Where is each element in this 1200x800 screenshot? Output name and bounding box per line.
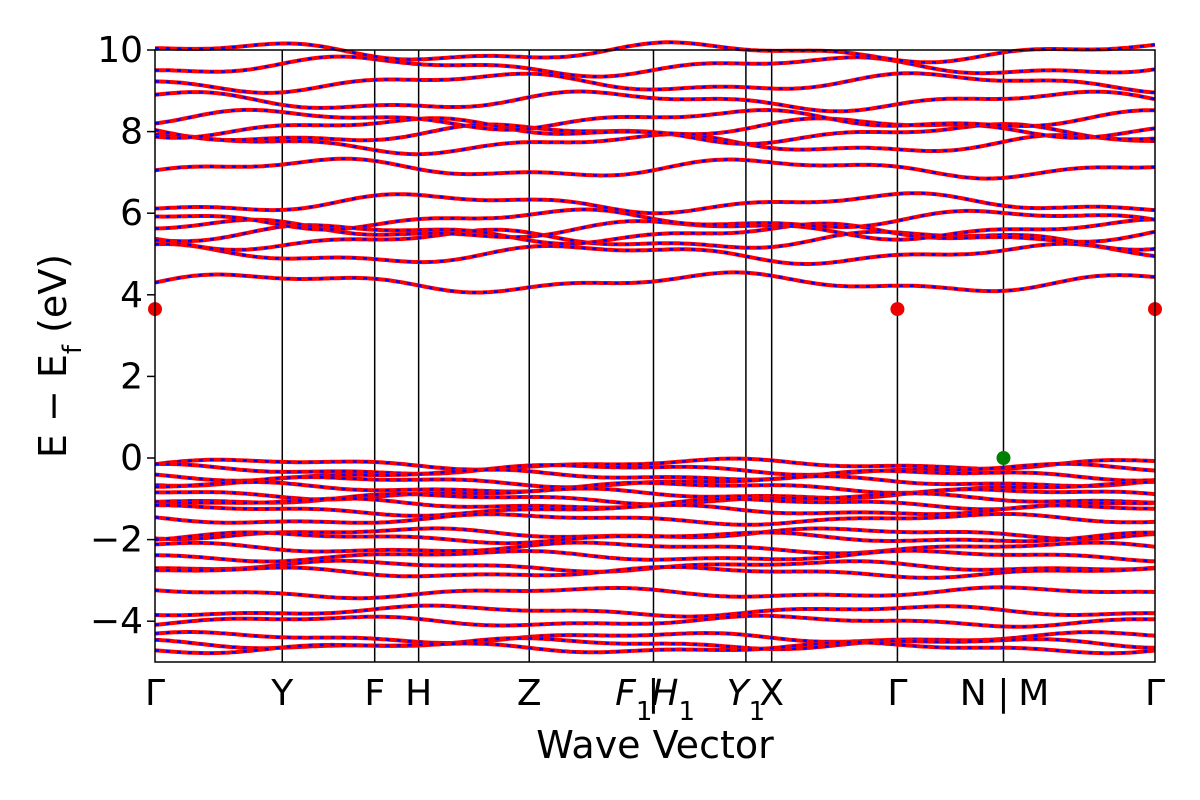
x-tick-label-8: Y1 xyxy=(727,673,766,727)
x-axis-ticks: Γ Y F H Z F1|H1 Y1X Γ N | M Γ xyxy=(145,673,1165,727)
x-tick-label-3: H xyxy=(405,673,432,714)
x-tick-label-7: H1 xyxy=(651,673,695,727)
y-tick-label-3: 2 xyxy=(120,356,143,397)
valence-band-4-dotted xyxy=(155,480,1155,495)
conduction-band-14-dotted xyxy=(155,55,1156,78)
valence-band-12-dotted xyxy=(154,541,1156,555)
conduction-band-11-dotted xyxy=(154,108,1155,131)
valence-band-13-dotted xyxy=(154,549,1156,563)
x-tick-label-13: M xyxy=(1018,673,1049,714)
x-tick-label-4: Z xyxy=(517,673,542,714)
x-tick-label-2: F xyxy=(364,673,385,714)
valence-band-1-dotted xyxy=(154,462,1156,477)
x-tick-label-14: Γ xyxy=(1145,673,1165,714)
valence-band-8-dotted xyxy=(155,503,1155,518)
valence-band-0-dotted xyxy=(154,457,1156,471)
valence-band-7-dotted xyxy=(154,497,1156,511)
conduction-band-1-dotted xyxy=(154,242,1156,266)
valence-band-18-dotted xyxy=(154,614,1156,629)
y-axis-label: E − Ef (eV) xyxy=(31,254,88,458)
valence-band-10-dotted xyxy=(154,527,1156,541)
x-tick-label-0: Γ xyxy=(145,673,165,714)
x-tick-label-1: Y xyxy=(270,673,294,714)
vbm-marker-3 xyxy=(996,451,1011,465)
conduction-band-13-dotted xyxy=(154,71,1156,95)
valence-band-11-dotted xyxy=(154,531,1155,545)
conduction-band-8-dotted xyxy=(154,132,1155,156)
x-tick-label-12: | xyxy=(997,673,1009,714)
x-tick-label-10: Γ xyxy=(887,673,907,714)
conduction-band-6-dotted xyxy=(154,191,1156,215)
band-lines xyxy=(154,40,1156,656)
plot-frame xyxy=(154,49,1156,663)
x-tick-label-9: X xyxy=(759,673,784,714)
x-axis-label: Wave Vector xyxy=(536,723,774,767)
y-tick-label-6: 8 xyxy=(120,112,143,153)
cbm-marker-1 xyxy=(890,302,905,317)
conduction-band-15-dotted xyxy=(154,41,1156,64)
y-tick-label-5: 6 xyxy=(120,193,143,234)
y-tick-label-1: −2 xyxy=(90,520,143,561)
y-tick-label-2: 0 xyxy=(120,438,143,479)
x-tick-label-5: F1 xyxy=(615,673,652,727)
valence-band-19-dotted xyxy=(154,630,1156,645)
conduction-band-5-dotted xyxy=(155,208,1156,231)
conduction-band-12-dotted xyxy=(154,90,1156,113)
y-tick-label-7: 10 xyxy=(97,30,143,71)
valence-band-14-dotted xyxy=(155,559,1156,573)
valence-band-3-dotted xyxy=(154,474,1156,489)
valence-band-15-dotted xyxy=(155,565,1156,580)
y-tick-label-0: −4 xyxy=(90,601,143,642)
conduction-band-3-dotted xyxy=(154,222,1156,245)
valence-band-17-dotted xyxy=(154,604,1156,618)
y-axis-ticks: −4 −2 0 2 4 6 8 10 xyxy=(90,30,155,642)
conduction-band-7-dotted xyxy=(154,157,1156,180)
x-tick-label-6: | xyxy=(647,673,659,714)
conduction-band-0-dotted xyxy=(154,271,1156,294)
valence-band-21-dotted xyxy=(154,640,1156,655)
valence-band-9-dotted xyxy=(154,512,1156,527)
y-tick-label-4: 4 xyxy=(120,275,143,316)
valence-band-16-dotted xyxy=(154,586,1156,600)
x-tick-label-11: N xyxy=(960,673,987,714)
